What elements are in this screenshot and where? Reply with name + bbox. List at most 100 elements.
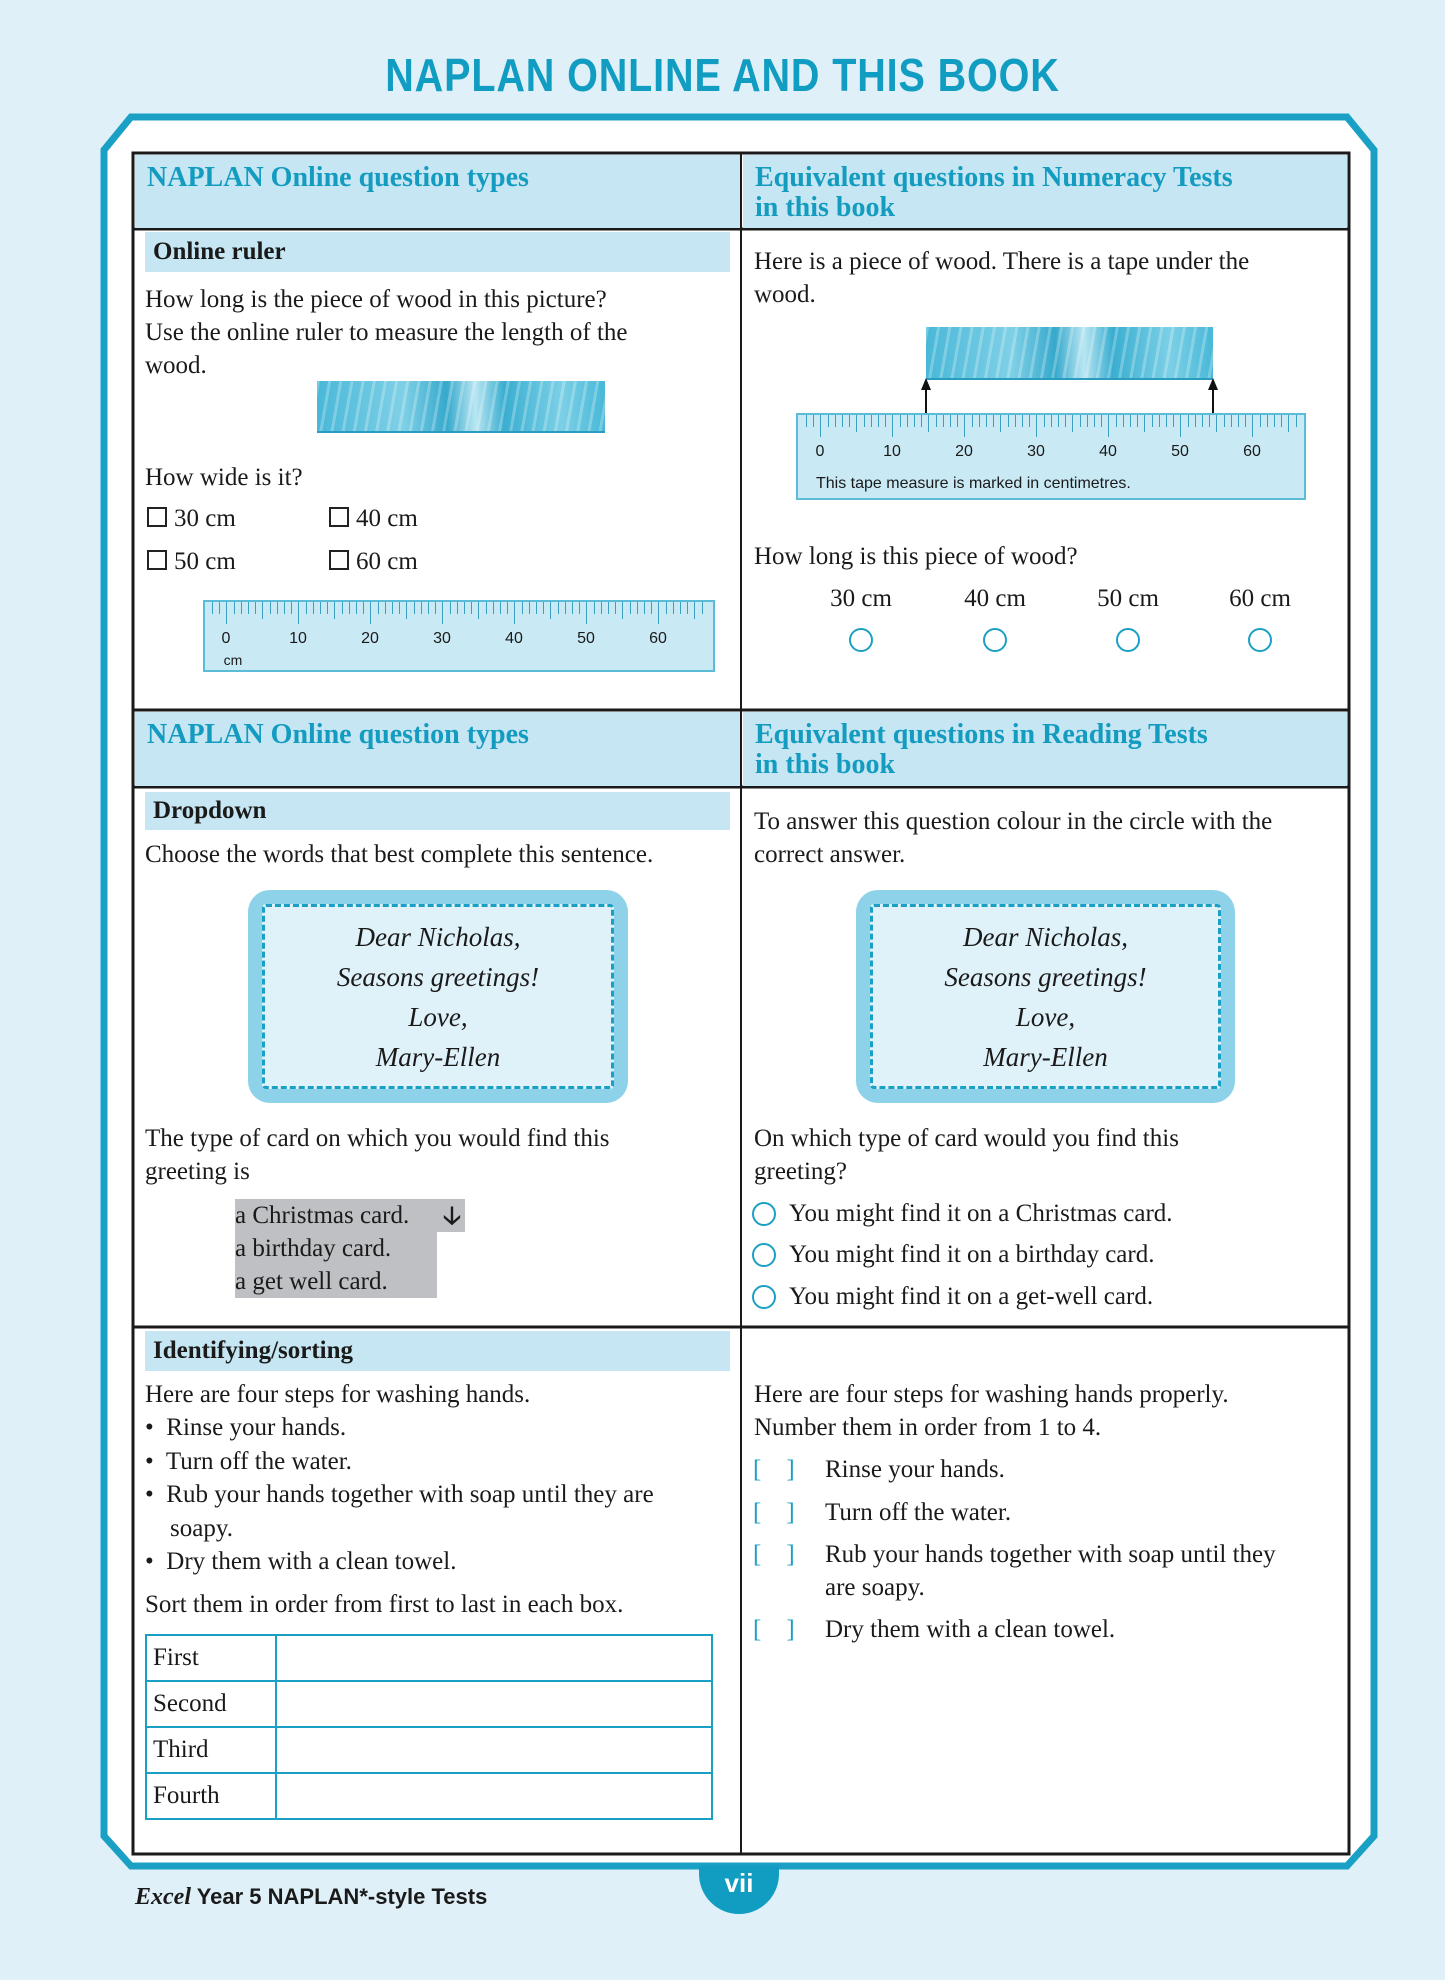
ruler-tick <box>1137 415 1139 427</box>
ruler-tick <box>1245 415 1247 427</box>
text-line: To answer this question colour in the ci… <box>754 808 1273 835</box>
ruler-tick <box>1230 415 1232 427</box>
ruler-tick <box>399 602 401 614</box>
checkbox-icon[interactable] <box>147 550 167 570</box>
band-identifying-sorting: Identifying/sorting <box>145 1331 730 1371</box>
ruler-tick <box>885 415 887 427</box>
text-line: On which type of card would you find thi… <box>754 1125 1179 1152</box>
radio-button[interactable] <box>752 1243 776 1267</box>
ruler-tick <box>1122 415 1124 427</box>
ruler-tick <box>1144 415 1146 432</box>
checkbox-icon[interactable] <box>329 550 349 570</box>
ruler-tick <box>1108 415 1110 437</box>
dropdown-option[interactable]: a get well card. <box>235 1265 437 1298</box>
option-label: 30 cm <box>830 585 892 612</box>
answer-box[interactable] <box>275 1680 713 1728</box>
card-text: Dear Nicholas, Seasons greetings! Love, … <box>262 904 614 1089</box>
ruler-tick <box>593 602 595 614</box>
table-row: Second <box>145 1680 713 1728</box>
ruler-tick <box>1086 415 1088 427</box>
ruler-tick <box>600 602 602 614</box>
ruler-tick <box>514 602 516 624</box>
step-text: Turn off the water. <box>825 1499 1012 1526</box>
ruler-tick <box>813 415 815 427</box>
reading-instruction: To answer this question colour in the ci… <box>754 805 1272 871</box>
ruler-tick <box>276 602 278 614</box>
answer-box[interactable] <box>275 1634 713 1682</box>
ruler-tick <box>298 602 300 624</box>
greeting-card: Dear Nicholas, Seasons greetings! Love, … <box>856 890 1235 1103</box>
ruler-tick <box>557 602 559 614</box>
radio-button[interactable] <box>983 628 1007 652</box>
arrow-down-icon[interactable]: 🡣 <box>443 1201 461 1230</box>
ruler-tick <box>240 602 242 614</box>
checkbox-icon[interactable] <box>147 507 167 527</box>
header-text: in this book <box>755 192 896 223</box>
footer-text: Year 5 NAPLAN*-style Tests <box>196 1884 488 1909</box>
option-checkbox[interactable]: 40 cm <box>329 502 418 535</box>
card-line: Mary-Ellen <box>983 1041 1108 1072</box>
ruler-tick <box>435 602 437 614</box>
sorting-table: First Second Third Fourth <box>145 1634 713 1820</box>
option-checkbox[interactable]: 30 cm <box>147 502 236 535</box>
radio-button[interactable] <box>752 1202 776 1226</box>
ruler-tick <box>428 602 429 614</box>
answer-box[interactable] <box>275 1772 713 1820</box>
ruler-label: 0 <box>221 630 231 647</box>
ruler-tick <box>536 602 537 614</box>
ruler-tick <box>464 602 465 614</box>
ruler-tick <box>1281 415 1283 427</box>
number-input[interactable]: [ ] <box>753 1616 795 1643</box>
ruler-tick <box>1238 415 1239 427</box>
card-line: Mary-Ellen <box>375 1041 501 1072</box>
ruler-tick <box>1115 415 1117 427</box>
radio-button[interactable] <box>849 628 873 652</box>
dropdown-stem: The type of card on which you would find… <box>145 1122 610 1188</box>
ruler-tick <box>392 602 393 614</box>
step-text: Rub your hands together with soap until … <box>825 1541 1276 1568</box>
arrow-up-icon <box>921 378 1218 414</box>
option-checkbox[interactable]: 50 cm <box>147 545 236 578</box>
number-input[interactable]: [ ] <box>753 1499 795 1526</box>
ruler-tick <box>226 602 228 624</box>
dropdown[interactable]: a Christmas card. 🡣 a birthday card. a ge… <box>235 1199 465 1298</box>
sorting-instruction: Sort them in order from first to last in… <box>145 1591 624 1618</box>
radio-button[interactable] <box>1116 628 1140 652</box>
ruler-question: How long is the piece of wood in this pi… <box>145 283 627 382</box>
ruler-tick <box>899 415 901 427</box>
ruler-tick <box>370 602 372 624</box>
wood-image <box>317 381 605 433</box>
online-ruler[interactable]: 0 10 20 30 40 50 60 cm <box>203 600 715 672</box>
ruler-tick <box>964 415 966 437</box>
ruler-tick <box>694 602 696 619</box>
answer-box[interactable] <box>275 1726 713 1774</box>
radio-button[interactable] <box>752 1285 776 1309</box>
ruler-tick <box>471 602 473 614</box>
checkbox-icon[interactable] <box>329 507 349 527</box>
number-input[interactable]: [ ] <box>753 1541 795 1568</box>
ruler-tick <box>384 602 386 614</box>
ruler-tick <box>305 602 307 614</box>
dropdown-option[interactable]: a Christmas card. 🡣 <box>235 1199 465 1232</box>
header-text: NAPLAN Online question types <box>147 162 529 193</box>
ruler-tick <box>420 602 422 614</box>
text-line: greeting is <box>145 1158 250 1185</box>
ruler-tick <box>248 602 249 614</box>
option-checkbox[interactable]: 60 cm <box>329 545 418 578</box>
radio-button[interactable] <box>1248 628 1272 652</box>
ruler-tick <box>377 602 379 614</box>
dropdown-option[interactable]: a birthday card. <box>235 1232 437 1265</box>
text-line: The type of card on which you would find… <box>145 1125 610 1152</box>
number-input[interactable]: [ ] <box>753 1456 795 1483</box>
step-text: Dry them with a clean towel. <box>825 1616 1116 1643</box>
ruler-tick <box>878 415 879 427</box>
row-label: Second <box>145 1680 277 1728</box>
ruler-tick <box>219 602 221 614</box>
ruler-tick <box>456 602 458 614</box>
ruler-label: 50 <box>577 630 595 647</box>
numeracy-intro: Here is a piece of wood. There is a tape… <box>754 245 1249 311</box>
ruler-tick <box>334 602 336 619</box>
table-row: First <box>145 1634 713 1682</box>
footer-brand: Excel <box>135 1884 191 1910</box>
card-line: Love, <box>408 1001 468 1032</box>
